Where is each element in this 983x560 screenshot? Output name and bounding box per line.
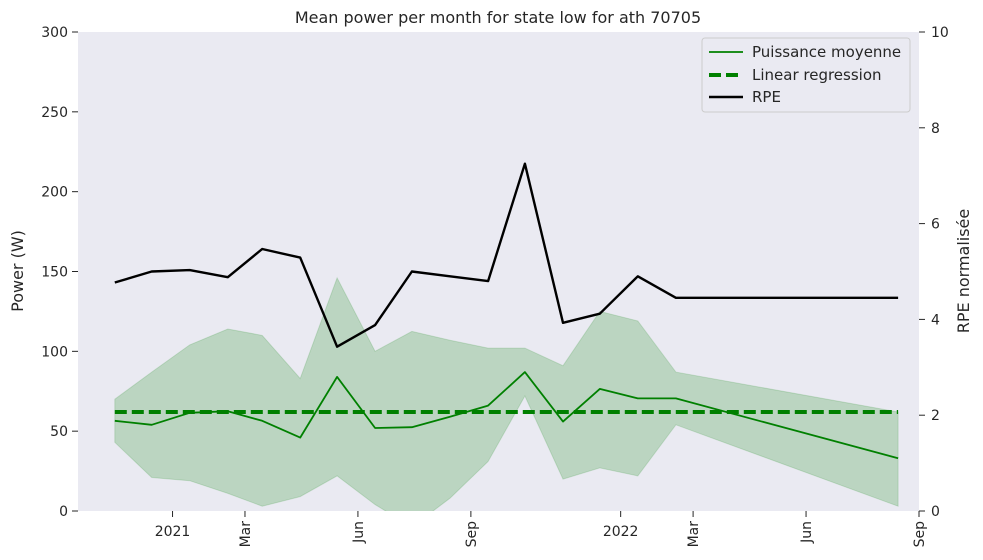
series-lines-layer [114, 162, 899, 460]
right-axis-label: RPE normalisée [954, 209, 973, 334]
x-tick-label: 2021 [155, 524, 191, 540]
left-tick-label: 200 [41, 185, 68, 201]
legend-frame [701, 37, 911, 113]
right-tick-label: 4 [931, 312, 940, 328]
left-tick-label: 300 [41, 25, 68, 41]
left-axis-label: Power (W) [8, 230, 27, 312]
left-y-axis: 0 50 100 150 200 250 300 [41, 25, 78, 520]
x-axis: 2021 Mar Jun Sep 2022 Mar Jun Sep [155, 511, 928, 547]
x-tick-label: Mar [686, 521, 702, 548]
legend-label-regression: Linear regression [752, 66, 882, 84]
x-tick-label: Sep [912, 521, 928, 548]
rpe-line [114, 162, 899, 348]
x-tick-label: Jun [351, 521, 367, 544]
legend-label-rpe: RPE [752, 88, 781, 106]
chart-title: Mean power per month for state low for a… [295, 8, 701, 27]
right-tick-label: 2 [931, 408, 940, 424]
x-tick-label: 2022 [603, 524, 639, 540]
x-tick-label: Mar [238, 521, 254, 548]
x-tick-label: Sep [464, 521, 480, 548]
left-tick-label: 150 [41, 265, 68, 281]
confidence-band [114, 276, 899, 511]
confidence-band-layer [114, 276, 899, 511]
right-tick-label: 10 [931, 25, 949, 41]
power-line [114, 371, 899, 460]
legend-label-puissance: Puissance moyenne [752, 43, 901, 61]
left-tick-label: 250 [41, 105, 68, 121]
left-tick-label: 50 [50, 424, 68, 440]
right-tick-label: 6 [931, 217, 940, 233]
legend: Puissance moyenne Linear regression RPE [701, 37, 911, 113]
left-tick-label: 0 [59, 504, 68, 520]
right-tick-label: 0 [931, 504, 940, 520]
right-tick-label: 8 [931, 121, 940, 137]
right-y-axis: 0 2 4 6 8 10 [919, 25, 949, 520]
left-tick-label: 100 [41, 344, 68, 360]
x-tick-label: Jun [799, 521, 815, 544]
